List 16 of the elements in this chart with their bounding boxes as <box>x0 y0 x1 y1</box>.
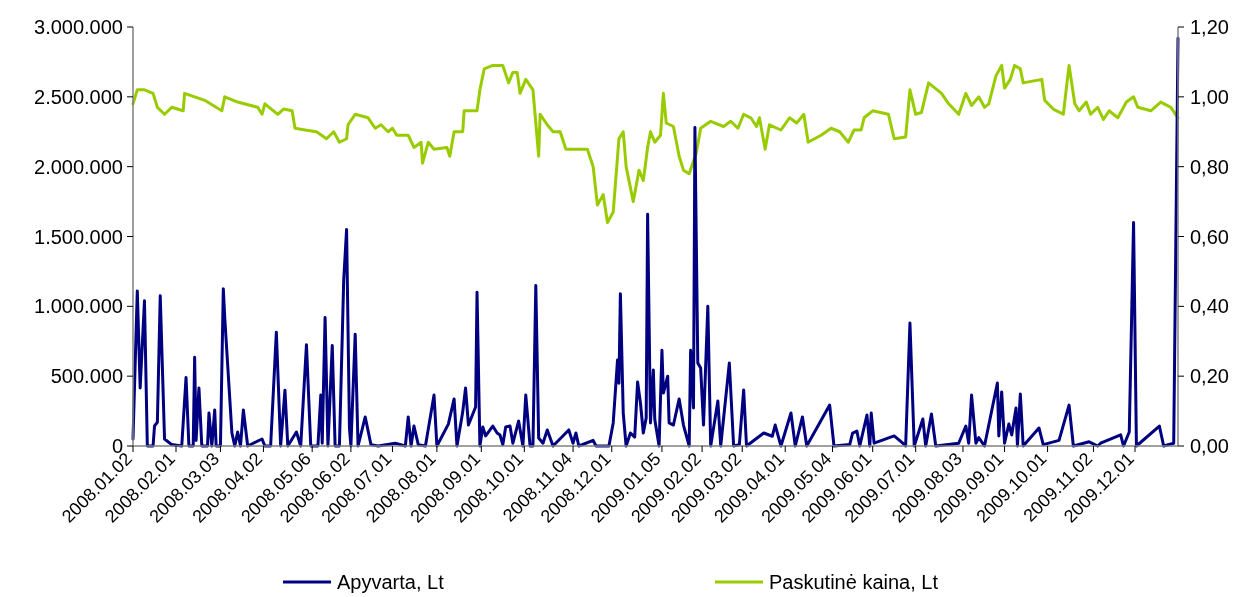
y-tick-label: 2.500.000 <box>34 85 123 108</box>
y-tick-label: 500.000 <box>50 365 123 388</box>
y2-tick-label: 0,60 <box>1190 225 1229 248</box>
y2-tick-label: 0,80 <box>1190 155 1229 178</box>
y-tick-label: 1.000.000 <box>34 295 123 318</box>
y2-tick-label: 1,20 <box>1190 16 1229 38</box>
y-tick-label: 3.000.000 <box>34 16 123 38</box>
legend-label: Paskutinė kaina, Lt <box>769 571 939 593</box>
y-tick-label: 2.000.000 <box>34 155 123 178</box>
y-tick-label: 1.500.000 <box>34 225 123 248</box>
y2-tick-label: 0,00 <box>1190 435 1229 457</box>
y2-tick-label: 0,40 <box>1190 295 1229 318</box>
y2-tick-label: 1,00 <box>1190 85 1229 108</box>
y2-tick-label: 0,20 <box>1190 365 1229 388</box>
line-series <box>131 63 1180 225</box>
legend-label: Apyvarta, Lt <box>337 571 445 593</box>
